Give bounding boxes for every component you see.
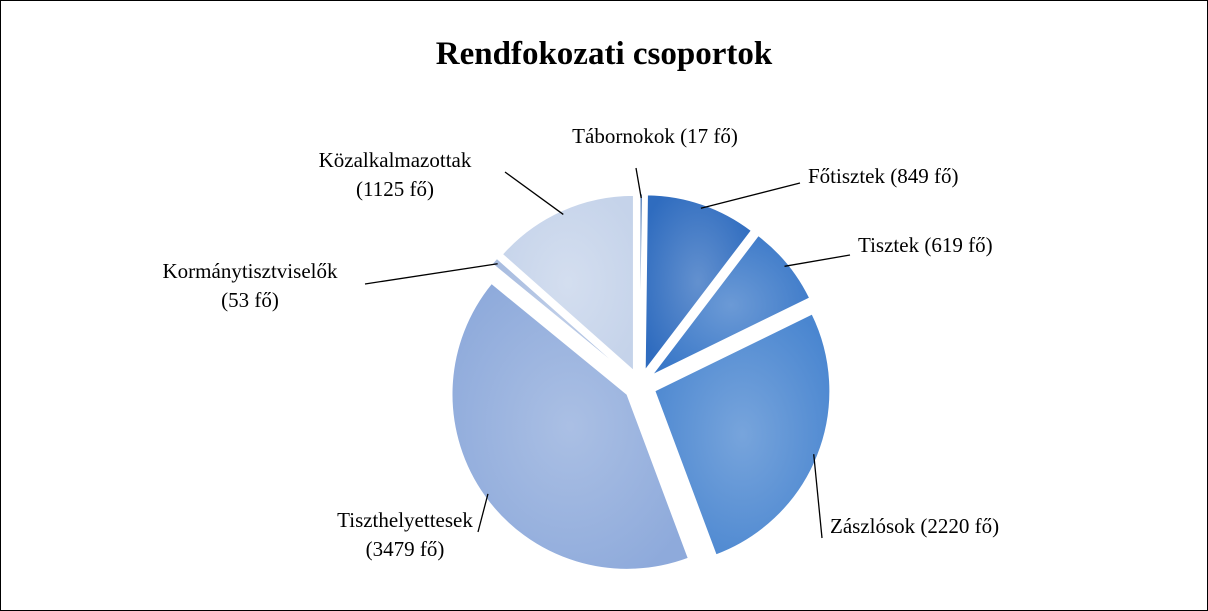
value-label: (849 fő) — [890, 164, 958, 188]
category-label: Közalkalmazottak — [319, 148, 472, 172]
pie-slice — [654, 313, 831, 556]
leader-line — [700, 182, 801, 209]
value-label: (3479 fő) — [366, 537, 445, 561]
category-label: Tisztek — [858, 233, 920, 257]
leader-line — [504, 171, 564, 215]
leader-line — [477, 493, 489, 533]
category-label: Zászlósok — [830, 514, 916, 538]
category-label: Tiszthelyettesek — [337, 508, 473, 532]
pie-slice — [451, 282, 689, 570]
value-label: (53 fő) — [221, 288, 279, 312]
data-label: Főtisztek (849 fő) — [808, 164, 958, 188]
data-label: Közalkalmazottak (1125 fő) — [319, 148, 472, 201]
data-label: Kormánytisztviselők (53 fő) — [163, 259, 338, 312]
data-label: Tábornokok (17 fő) — [572, 124, 738, 148]
value-label: (2220 fő) — [920, 514, 999, 538]
value-label: (1125 fő) — [356, 177, 434, 201]
category-label: Tábornokok — [572, 124, 675, 148]
leader-line — [364, 263, 498, 285]
data-label: Tiszthelyettesek (3479 fő) — [337, 508, 473, 561]
category-label: Kormánytisztviselők — [163, 259, 338, 283]
chart-title: Rendfokozati csoportok — [436, 36, 773, 72]
pie-slice — [501, 194, 634, 372]
leader-line — [813, 454, 823, 539]
category-label: Főtisztek — [808, 164, 885, 188]
pie-slice — [651, 234, 811, 376]
pie-slice — [644, 194, 752, 372]
value-label: (619 fő) — [924, 233, 992, 257]
data-label: Tisztek (619 fő) — [858, 233, 993, 257]
data-label: Zászlósok (2220 fő) — [830, 514, 999, 538]
leader-line — [784, 254, 851, 267]
value-label: (17 fő) — [680, 124, 738, 148]
leader-line — [635, 167, 642, 199]
pie-slice — [491, 257, 629, 376]
